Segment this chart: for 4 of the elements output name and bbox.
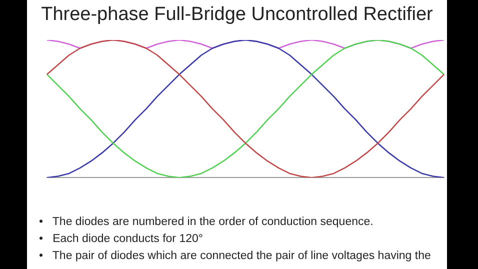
- text: • The pair of diodes which are connected the pair of line voltages having the: [39, 249, 431, 264]
- chart-title: Three-phase Full-Bridge Uncontrolled Rectifier: [40, 4, 434, 26]
- text: • The diodes are numbered in the order of conduction sequence.: [39, 215, 374, 230]
- text: • Each diode conducts for 120°: [39, 232, 204, 247]
